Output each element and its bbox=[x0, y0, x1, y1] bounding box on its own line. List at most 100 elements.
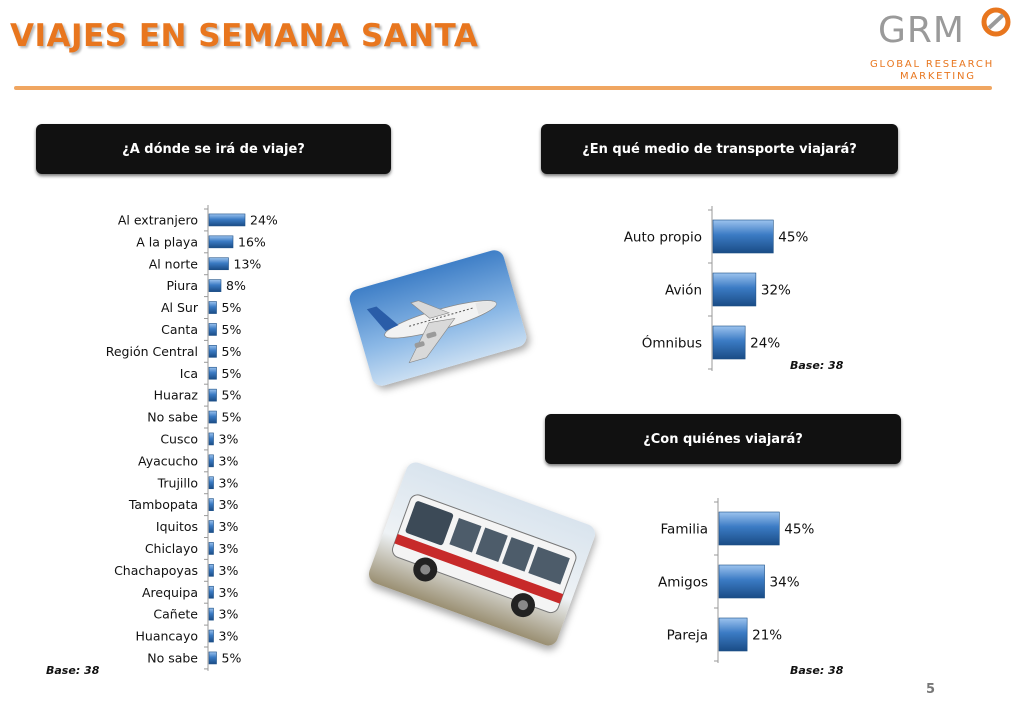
chart1-value-label: 8% bbox=[226, 278, 246, 293]
chart1-bar bbox=[208, 366, 217, 380]
chart1-bar bbox=[208, 629, 214, 643]
chart1-bar bbox=[208, 564, 214, 577]
chart2-category-label: Avión bbox=[665, 282, 702, 298]
chart1-category-label: Huancayo bbox=[136, 629, 198, 644]
chart1-bar bbox=[208, 345, 217, 358]
chart3-category-label: Amigos bbox=[658, 574, 708, 590]
chart1-title-banner: ¿A dónde se irá de viaje? bbox=[36, 124, 391, 174]
chart1-category-label: Cañete bbox=[153, 607, 198, 622]
chart1-value-label: 3% bbox=[219, 585, 239, 600]
chart1-value-label: 5% bbox=[222, 388, 242, 403]
grm-logo: GRM GLOBAL RESEARCH MARKETING bbox=[866, 4, 1016, 86]
transport-chart: Auto propio 45% Avión 32% Ómnibus 24% bbox=[624, 206, 808, 371]
page-title: VIAJES EN SEMANA SANTA bbox=[10, 18, 479, 54]
chart1-bar bbox=[208, 235, 234, 249]
bus-icon bbox=[391, 494, 577, 618]
chart3-title-banner: ¿Con quiénes viajará? bbox=[545, 414, 901, 464]
chart1-bar bbox=[208, 213, 246, 227]
chart1-category-label: Chachapoyas bbox=[114, 563, 198, 578]
chart1-bar bbox=[208, 432, 214, 446]
chart2-title-banner: ¿En qué medio de transporte viajará? bbox=[541, 124, 898, 174]
chart1-category-label: No sabe bbox=[147, 650, 198, 665]
chart1-value-label: 5% bbox=[222, 300, 242, 315]
chart1-category-label: Al Sur bbox=[161, 300, 199, 315]
chart2-bar bbox=[712, 325, 746, 360]
chart3-bar bbox=[718, 617, 748, 652]
chart1-category-label: Arequipa bbox=[142, 585, 198, 600]
chart1-bar bbox=[208, 257, 229, 271]
chart1-category-label: Trujillo bbox=[157, 475, 198, 490]
chart1-category-label: Tambopata bbox=[128, 497, 198, 512]
chart1-bar bbox=[208, 279, 222, 292]
chart1-category-label: No sabe bbox=[147, 410, 198, 425]
chart1-value-label: 3% bbox=[219, 519, 239, 534]
chart1-value-label: 5% bbox=[222, 322, 242, 337]
chart1-category-label: Iquitos bbox=[156, 519, 198, 534]
companions-chart: Familia 45% Amigos 34% Pareja 21% bbox=[658, 498, 814, 663]
logo-wordmark: GRM bbox=[878, 10, 965, 51]
chart1-value-label: 3% bbox=[219, 563, 239, 578]
chart1-bar bbox=[208, 388, 217, 402]
title-divider bbox=[14, 86, 992, 90]
chart1-bar bbox=[208, 323, 217, 336]
chart3-value-label: 21% bbox=[752, 627, 782, 643]
chart1-category-label: Ayacucho bbox=[138, 453, 198, 468]
chart1-category-label: Cusco bbox=[160, 431, 198, 446]
chart1-value-label: 3% bbox=[219, 475, 239, 490]
chart1-bar bbox=[208, 651, 217, 665]
chart1-value-label: 3% bbox=[219, 431, 239, 446]
logo-tagline-1: GLOBAL RESEARCH bbox=[870, 59, 995, 70]
chart1-bar bbox=[208, 585, 214, 599]
chart1-base-note: Base: 38 bbox=[46, 664, 100, 677]
chart1-category-label: Piura bbox=[167, 278, 198, 293]
chart1-value-label: 5% bbox=[222, 366, 242, 381]
chart2-category-label: Ómnibus bbox=[642, 333, 702, 351]
chart1-value-label: 3% bbox=[219, 541, 239, 556]
chart1-value-label: 16% bbox=[238, 234, 266, 249]
chart1-category-label: Al extranjero bbox=[118, 212, 198, 227]
chart1-value-label: 5% bbox=[222, 344, 242, 359]
chart1-value-label: 3% bbox=[219, 497, 239, 512]
chart2-value-label: 32% bbox=[761, 282, 791, 298]
chart1-value-label: 5% bbox=[222, 410, 242, 425]
chart1-value-label: 3% bbox=[219, 629, 239, 644]
chart1-bar bbox=[208, 410, 217, 424]
chart1-bar bbox=[208, 520, 214, 533]
chart2-bar bbox=[712, 272, 757, 307]
airplane-icon bbox=[366, 300, 497, 364]
chart3-value-label: 45% bbox=[784, 521, 814, 537]
chart1-value-label: 13% bbox=[234, 256, 262, 271]
page-number: 5 bbox=[926, 682, 936, 697]
logo-swirl-icon bbox=[981, 7, 1011, 37]
chart1-bar bbox=[208, 301, 217, 314]
chart2-bar bbox=[712, 219, 774, 254]
chart1-bar bbox=[208, 542, 214, 555]
chart1-value-label: 3% bbox=[219, 453, 239, 468]
bus-photo bbox=[366, 459, 598, 649]
chart1-value-label: 24% bbox=[250, 212, 278, 227]
logo-tagline-2: MARKETING bbox=[900, 71, 976, 82]
chart3-base-note: Base: 38 bbox=[790, 664, 844, 677]
chart1-bar bbox=[208, 607, 214, 621]
chart1-bar bbox=[208, 498, 214, 511]
chart2-value-label: 24% bbox=[750, 335, 780, 351]
chart1-value-label: 3% bbox=[219, 607, 239, 622]
chart3-bar bbox=[718, 511, 780, 546]
chart3-category-label: Familia bbox=[661, 521, 708, 537]
chart1-category-label: Huaraz bbox=[154, 388, 199, 403]
chart1-value-label: 5% bbox=[222, 650, 242, 665]
chart1-category-label: Canta bbox=[161, 322, 198, 337]
airplane-photo bbox=[347, 247, 529, 389]
chart3-bar bbox=[718, 564, 765, 599]
chart1-category-label: A la playa bbox=[136, 234, 198, 249]
chart2-value-label: 45% bbox=[778, 229, 808, 245]
chart1-bar bbox=[208, 476, 214, 490]
chart1-category-label: Chiclayo bbox=[145, 541, 198, 556]
chart1-category-label: Ica bbox=[180, 366, 198, 381]
chart2-base-note: Base: 38 bbox=[790, 359, 844, 372]
chart1-bar bbox=[208, 454, 214, 468]
chart3-value-label: 34% bbox=[770, 574, 800, 590]
chart2-category-label: Auto propio bbox=[624, 229, 702, 245]
chart1-category-label: Al norte bbox=[149, 256, 199, 271]
chart3-category-label: Pareja bbox=[667, 627, 708, 643]
